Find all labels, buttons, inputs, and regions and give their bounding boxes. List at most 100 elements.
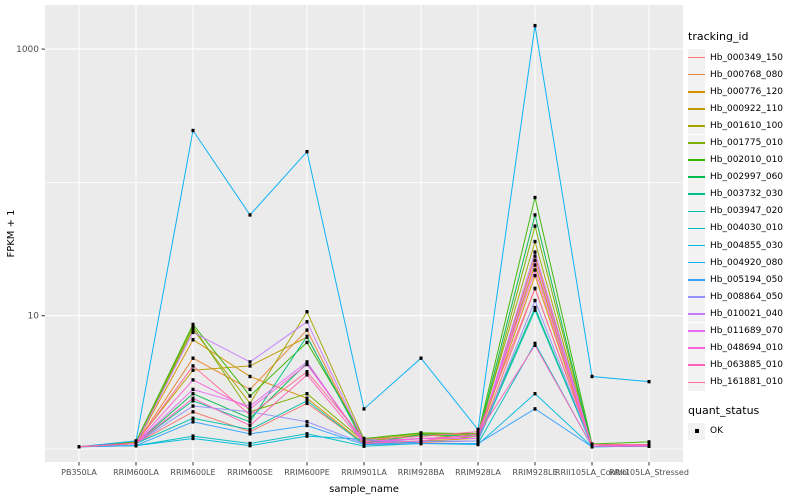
data-point xyxy=(305,320,309,324)
legend-key-line-icon xyxy=(688,339,705,357)
x-tick-label: RRIM600SE xyxy=(227,468,273,477)
data-point xyxy=(191,420,195,424)
legend-key-line-icon xyxy=(688,117,705,135)
data-point xyxy=(305,434,309,438)
legend-item-quant-ok: OK xyxy=(688,422,800,440)
data-point xyxy=(419,436,423,441)
legend-key-line-icon xyxy=(688,219,705,237)
data-point xyxy=(476,439,480,443)
data-point xyxy=(248,401,252,406)
legend-items: Hb_000349_150 Hb_000768_080 Hb_000776_120 H… xyxy=(688,49,800,391)
data-point xyxy=(191,436,195,441)
legend-key-line-icon xyxy=(688,373,705,391)
legend-item-Hb_005194_050: Hb_005194_050 xyxy=(688,271,800,289)
legend-key-line-icon xyxy=(688,49,705,67)
data-point xyxy=(191,324,195,329)
data-point xyxy=(476,427,480,432)
data-point xyxy=(191,338,195,342)
y-axis-title: FPKM + 1 xyxy=(6,209,17,257)
legend-key-line-icon xyxy=(688,168,705,186)
data-point xyxy=(191,416,195,420)
x-tick-label: RRIM600LA xyxy=(113,468,159,477)
legend-key-line-icon xyxy=(688,83,705,101)
data-point xyxy=(191,410,195,414)
legend-item-label: Hb_010021_040 xyxy=(710,308,784,319)
legend-item-label: Hb_003947_020 xyxy=(710,206,784,217)
data-point xyxy=(248,404,252,408)
legend-item-Hb_001610_100: Hb_001610_100 xyxy=(688,117,800,135)
data-point xyxy=(305,423,309,428)
legend-item-Hb_000776_120: Hb_000776_120 xyxy=(688,83,800,101)
x-axis-title: sample_name xyxy=(329,484,399,495)
data-point xyxy=(305,340,309,345)
legend-key-line-icon xyxy=(688,100,705,118)
black-square-marker-icon xyxy=(694,429,699,434)
x-tick-label: RRII105LA_Stressed xyxy=(609,468,689,477)
series-color-line xyxy=(688,330,705,332)
legend-item-Hb_002997_060: Hb_002997_060 xyxy=(688,168,800,186)
series-color-line xyxy=(688,142,705,144)
data-point xyxy=(305,396,309,401)
data-point xyxy=(191,399,195,403)
data-point xyxy=(248,416,252,420)
data-point xyxy=(305,360,309,364)
legend-item-label: Hb_000922_110 xyxy=(710,103,784,114)
legend-item-label: Hb_048694_010 xyxy=(710,343,784,354)
data-point xyxy=(362,407,366,411)
legend-item-Hb_004855_030: Hb_004855_030 xyxy=(688,237,800,255)
data-point xyxy=(476,436,480,441)
data-point xyxy=(191,364,195,368)
data-point xyxy=(590,374,594,379)
series-color-line xyxy=(688,176,705,178)
series-color-line xyxy=(688,125,705,127)
data-point xyxy=(305,432,309,436)
legend-item-Hb_003732_030: Hb_003732_030 xyxy=(688,185,800,203)
legend-item-Hb_004920_080: Hb_004920_080 xyxy=(688,254,800,272)
legend-item-Hb_004030_010: Hb_004030_010 xyxy=(688,219,800,237)
data-point xyxy=(248,443,252,448)
legend-item-label: Hb_000776_120 xyxy=(710,86,784,97)
legend-item-Hb_048694_010: Hb_048694_010 xyxy=(688,339,800,357)
data-point xyxy=(533,268,537,272)
x-tick-label: RRIM901LA xyxy=(341,468,387,477)
legend-item-label: Hb_004030_010 xyxy=(710,223,784,234)
series-color-line xyxy=(688,278,705,281)
y-tick-label: 10 xyxy=(28,312,40,322)
data-point xyxy=(134,439,138,443)
x-tick-label: RRIM928LA xyxy=(455,468,501,477)
legend-title-tracking-id: tracking_id xyxy=(688,30,749,43)
data-point xyxy=(248,213,252,217)
data-point xyxy=(419,439,423,443)
series-color-line xyxy=(688,227,705,230)
x-tick-label: RRIM928BA xyxy=(398,468,445,477)
data-point xyxy=(191,330,195,335)
legend-item-label: OK xyxy=(710,426,723,437)
data-point xyxy=(533,254,537,258)
legend-item-label: Hb_008864_050 xyxy=(710,291,784,302)
data-point xyxy=(533,308,537,312)
series-color-line xyxy=(688,261,705,264)
data-point xyxy=(647,379,651,384)
series-color-line xyxy=(688,381,705,384)
data-point xyxy=(134,441,138,446)
legend-key-line-icon xyxy=(688,322,705,340)
legend-item-Hb_063885_010: Hb_063885_010 xyxy=(688,356,800,374)
legend-item-label: Hb_004855_030 xyxy=(710,240,784,251)
data-point xyxy=(533,341,537,346)
legend-key-line-icon xyxy=(688,202,705,220)
data-point xyxy=(248,432,252,436)
data-point xyxy=(305,328,309,332)
legend-item-label: Hb_002010_010 xyxy=(710,155,784,166)
data-point xyxy=(248,407,252,411)
legend-item-Hb_000922_110: Hb_000922_110 xyxy=(688,100,800,118)
y-tick-label: 1000 xyxy=(16,45,39,55)
legend-item-label: Hb_161881_010 xyxy=(710,377,784,388)
data-point xyxy=(476,434,480,438)
series-color-line xyxy=(688,108,705,110)
data-point xyxy=(533,298,537,303)
series-color-line xyxy=(688,159,705,161)
legend-key-line-icon xyxy=(688,288,705,306)
data-point xyxy=(419,434,423,439)
data-point xyxy=(362,437,366,442)
legend-item-Hb_000349_150: Hb_000349_150 xyxy=(688,49,800,67)
